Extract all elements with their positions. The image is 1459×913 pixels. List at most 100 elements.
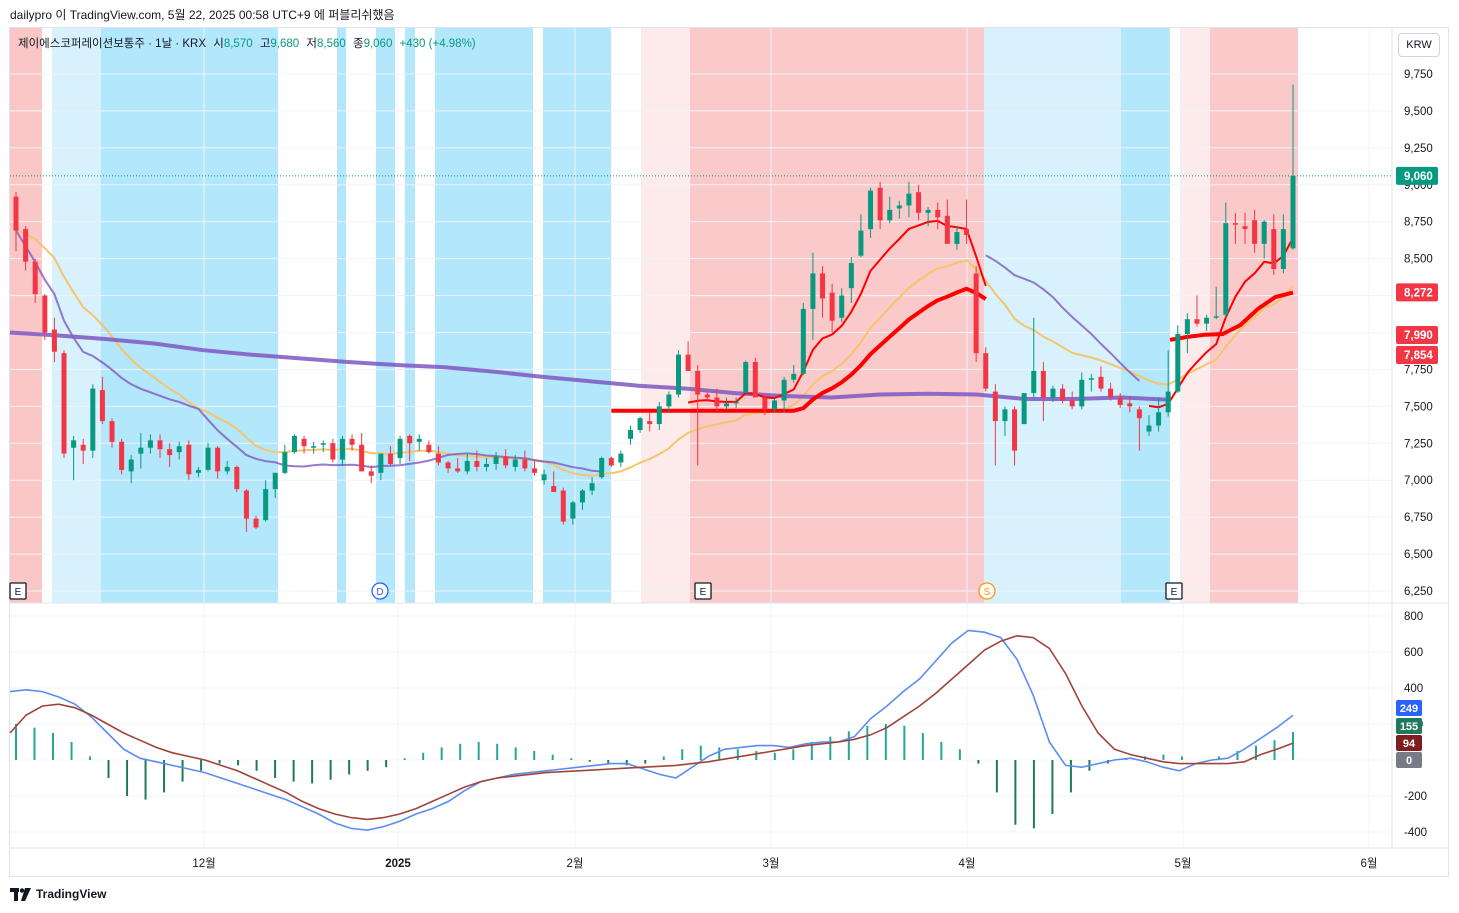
candle [1194,295,1200,327]
session-band [1210,28,1298,603]
candle [560,487,566,525]
candle-body [387,453,393,464]
candle-body [983,353,989,389]
candle [195,466,201,478]
candle [186,440,192,481]
ema-red-thick-mid-line [611,286,987,413]
session-band [337,28,346,603]
candle-body [685,354,691,371]
candle [762,394,768,416]
candle [138,432,144,469]
candle [522,450,528,472]
candle [301,435,307,454]
event-marker-label: S [984,587,991,598]
candle-body [1069,400,1075,407]
candle [1146,415,1152,436]
currency-button[interactable]: KRW [1398,33,1440,57]
candle [1175,325,1181,394]
candle-body [1165,391,1171,413]
candle [1184,313,1190,354]
candle [896,201,902,219]
candle [1280,214,1286,274]
price-tick-label: 6,500 [1404,549,1433,561]
candle [32,258,38,303]
candle-body [848,263,854,289]
candle [80,438,86,464]
candle-body [195,469,201,473]
ma-purple-slow-line [9,330,1171,402]
candle [90,384,96,459]
candle-body [330,443,336,460]
candle [493,452,499,470]
candle [1040,362,1046,422]
time-tick-label: 3월 [763,857,780,870]
candle-body [61,353,67,454]
candle-body [167,449,173,456]
candle-body [916,192,922,213]
candle [973,266,979,363]
candle-body [464,461,470,472]
candle-body [1060,388,1066,401]
candle-body [147,440,153,448]
candle-body [666,394,672,407]
candle [291,434,297,454]
candle-body [80,444,86,451]
candle-body [579,490,585,503]
candles [13,84,1296,532]
candle [330,438,336,463]
candle [1156,397,1162,432]
candle [464,453,470,475]
price-labels: E D E S E 9,060 8,272 7,990 7,854 249 155 94 0 [9,166,1438,768]
candle-body [397,438,403,459]
candle-body [320,443,326,445]
candle-body [992,391,998,422]
candle [320,440,326,453]
candle [1031,317,1037,398]
candle-body [51,329,57,352]
candle-body [1232,223,1238,225]
session-band [1121,28,1170,603]
candle-body [301,438,307,447]
tradingview-logo[interactable]: TradingView [10,887,106,901]
session-band [543,28,611,603]
candle-body [781,379,787,401]
candle [474,450,480,472]
candle [23,226,29,271]
candle [925,206,931,227]
candle-body [772,400,778,410]
candle [781,376,787,413]
price-label-bg [1396,166,1438,185]
candle [1165,350,1171,417]
tradingview-logo-icon [10,887,31,901]
candle-body [627,429,633,439]
candle [800,302,806,376]
candle [685,341,691,371]
candle [272,472,278,498]
candle [579,489,585,510]
candle-body [637,418,643,430]
candle-body [1002,409,1008,422]
candle [205,443,211,472]
price-tick-label: 9,750 [1404,69,1433,81]
candle-body [791,373,797,380]
candle [887,196,893,224]
session-band [10,28,42,603]
candle-body [1242,226,1248,230]
macd-line [9,629,1294,832]
macd-tick-label: 800 [1404,611,1423,623]
candle [964,199,970,244]
candle [147,434,153,454]
candle-body [743,362,749,394]
candle [1223,202,1229,318]
publish-header: dailypro 이 TradingView.com, 5월 22, 2025 … [10,8,395,22]
price-label-text: 7,854 [1404,350,1433,362]
candle [541,469,547,485]
macd-tick-label: 600 [1404,647,1423,659]
candle [1079,372,1085,410]
axes: 6,2506,5006,7507,0007,2507,5007,7508,000… [192,69,1432,870]
macd-tick-label: -400 [1404,827,1427,839]
candle [992,384,998,466]
legend-symbol: 제이에스코퍼레이션보통주 · 1날 · KRX [18,38,207,50]
candle [1050,385,1056,402]
